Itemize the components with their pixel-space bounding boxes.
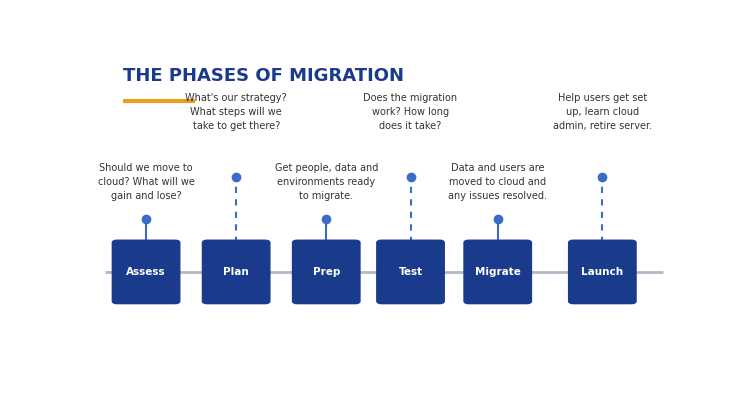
FancyBboxPatch shape [464, 240, 532, 304]
Text: Plan: Plan [224, 267, 249, 277]
Text: Launch: Launch [581, 267, 623, 277]
Text: Help users get set
up, learn cloud
admin, retire server.: Help users get set up, learn cloud admin… [553, 93, 652, 131]
Text: Does the migration
work? How long
does it take?: Does the migration work? How long does i… [364, 93, 458, 131]
FancyBboxPatch shape [292, 240, 360, 304]
Text: Should we move to
cloud? What will we
gain and lose?: Should we move to cloud? What will we ga… [98, 163, 194, 201]
FancyBboxPatch shape [376, 240, 444, 304]
Text: Migrate: Migrate [475, 267, 520, 277]
Text: THE PHASES OF MIGRATION: THE PHASES OF MIGRATION [123, 66, 404, 84]
FancyBboxPatch shape [202, 240, 270, 304]
Text: Assess: Assess [126, 267, 166, 277]
Text: Data and users are
moved to cloud and
any issues resolved.: Data and users are moved to cloud and an… [448, 163, 548, 201]
Text: Test: Test [398, 267, 422, 277]
Text: Prep: Prep [313, 267, 340, 277]
Text: Get people, data and
environments ready
to migrate.: Get people, data and environments ready … [274, 163, 378, 201]
FancyBboxPatch shape [568, 240, 636, 304]
FancyBboxPatch shape [112, 240, 180, 304]
Text: What's our strategy?
What steps will we
take to get there?: What's our strategy? What steps will we … [185, 93, 287, 131]
